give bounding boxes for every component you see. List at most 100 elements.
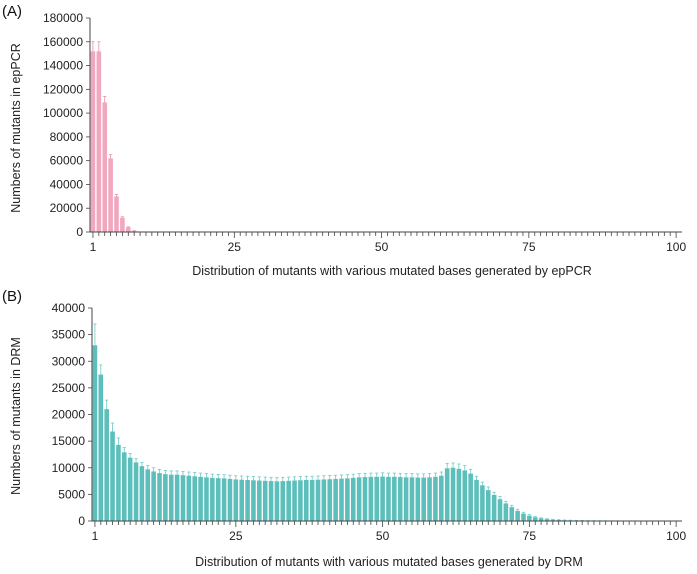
panel-b-bar [210, 477, 215, 521]
panel-b-bar [350, 477, 356, 521]
panel-b-bar [198, 476, 203, 521]
panel-b-x-tick-label: 1 [92, 529, 99, 543]
panel-b-bar [538, 518, 544, 521]
panel-b-bar [180, 475, 186, 521]
panel-b-bar [515, 510, 520, 521]
panel-a-error-bars [91, 41, 136, 232]
panel-b-bar [321, 479, 327, 521]
panel-b-x-axis-label: Distribution of mutants with various mut… [195, 555, 583, 569]
panel-a-x-ticks: 1 25 50 75 100 [90, 232, 686, 254]
panel-a-x-tick-label: 1 [90, 240, 97, 254]
panel-a-bar [90, 51, 96, 233]
panel-b-y-tick-label: 25000 [52, 381, 86, 395]
panel-b-bar [556, 519, 562, 521]
panel-b-bar [227, 478, 233, 521]
panel-b-axes [91, 308, 682, 522]
panel-b-bar [274, 481, 280, 521]
panel-b-bar [456, 468, 462, 521]
panel-b-x-ticks: 1 25 50 75 100 [92, 521, 686, 543]
panel-b-bar [174, 474, 180, 521]
panel-a-bar [114, 196, 119, 232]
panel-b-bar [286, 480, 291, 521]
panel-b-bar [204, 477, 209, 521]
panel-a-y-tick-label: 40000 [50, 177, 84, 191]
panel-b-bar [168, 474, 174, 521]
panel-b-bar [309, 479, 315, 521]
panel-b-y-tick-label: 30000 [52, 354, 86, 368]
panel-b-bar [374, 476, 380, 521]
panel-b-y-tick-label: 5000 [58, 487, 85, 501]
panel-b-bar [403, 477, 409, 521]
panel-a-bar [108, 158, 113, 232]
panel-b-bar [444, 468, 450, 521]
panel-b-bar [215, 478, 221, 521]
panel-b-bar [262, 480, 268, 521]
panel-b-bar [491, 494, 497, 521]
panel-a-x-tick-label: 50 [375, 240, 389, 254]
panel-a-bar [120, 217, 125, 232]
panel-a-chart: (A) Numbers of mutants in epPCR Distribu… [2, 3, 686, 278]
panel-a-bar [125, 227, 131, 232]
panel-b-y-tick-label: 0 [78, 514, 85, 528]
panel-b-bar [480, 485, 485, 521]
panel-b-bar [415, 477, 421, 521]
panel-b-bar [98, 374, 104, 521]
panel-b-bar [268, 481, 274, 521]
panel-b-bar [251, 480, 256, 521]
panel-a-y-axis-label: Numbers of mutants in epPCR [9, 43, 23, 213]
panel-a-x-axis-label: Distribution of mutants with various mut… [192, 264, 592, 278]
panel-b-bar [497, 499, 503, 521]
panel-a-axes [89, 18, 682, 233]
panel-a-label: (A) [2, 3, 22, 20]
panel-a-y-tick-label: 160000 [43, 35, 83, 49]
panel-b-bar [327, 479, 333, 521]
panel-b-bar [298, 480, 303, 521]
panel-b-bar [527, 515, 532, 521]
panel-b-bar [151, 471, 156, 521]
panel-b-bar [292, 480, 297, 521]
panel-b-bar [439, 475, 444, 521]
panel-b-bar [462, 470, 468, 521]
panel-b-y-tick-label: 10000 [52, 461, 86, 475]
panel-b-bar [386, 476, 391, 521]
panel-b-bar [133, 462, 139, 521]
panel-a-y-tick-label: 120000 [43, 82, 83, 96]
panel-b-bar [245, 479, 250, 521]
panel-b-bar [280, 481, 286, 521]
panel-b-bar [116, 444, 121, 521]
panel-b-bar [163, 474, 168, 521]
panel-b-bar [345, 478, 350, 521]
panel-a-x-tick-label: 75 [522, 240, 536, 254]
panel-b-bar [127, 457, 133, 521]
panel-b-bar [380, 476, 385, 521]
panel-b-bar [257, 480, 262, 521]
panel-b-y-tick-label: 15000 [52, 434, 86, 448]
panel-b-bar [339, 478, 344, 521]
panel-b-x-tick-label: 75 [523, 529, 537, 543]
panel-b-y-tick-label: 20000 [52, 408, 86, 422]
panel-b-bar [485, 490, 491, 521]
panel-b-y-axis-label: Numbers of mutants in DRM [9, 337, 23, 495]
panel-b-bar [368, 476, 374, 521]
panel-b-bar [121, 452, 127, 521]
panel-b-bar [532, 517, 538, 521]
panel-b-bar [333, 478, 338, 521]
panel-b-bar [186, 475, 192, 521]
panel-b-bar [145, 469, 151, 521]
panel-b-bar [139, 466, 145, 521]
panel-a-x-tick-label: 100 [666, 240, 686, 254]
panel-b-y-tick-label: 35000 [52, 328, 86, 342]
panel-a-y-tick-label: 100000 [43, 106, 83, 120]
panel-b-bar [509, 507, 515, 521]
panel-a-bar [96, 51, 102, 233]
panel-a-bar [102, 102, 108, 233]
panel-b-x-tick-label: 50 [376, 529, 390, 543]
panel-b-bar [303, 479, 309, 521]
panel-a-y-ticks: 0 20000 40000 60000 80000 100000 120000 140000 1… [43, 11, 90, 239]
panel-b-bar [550, 519, 556, 521]
panel-b-bar [503, 503, 509, 521]
panel-b-bar [392, 476, 397, 521]
panel-a-y-tick-label: 140000 [43, 59, 83, 73]
panel-b-bar [521, 513, 526, 521]
panel-a-y-tick-label: 180000 [43, 11, 83, 25]
